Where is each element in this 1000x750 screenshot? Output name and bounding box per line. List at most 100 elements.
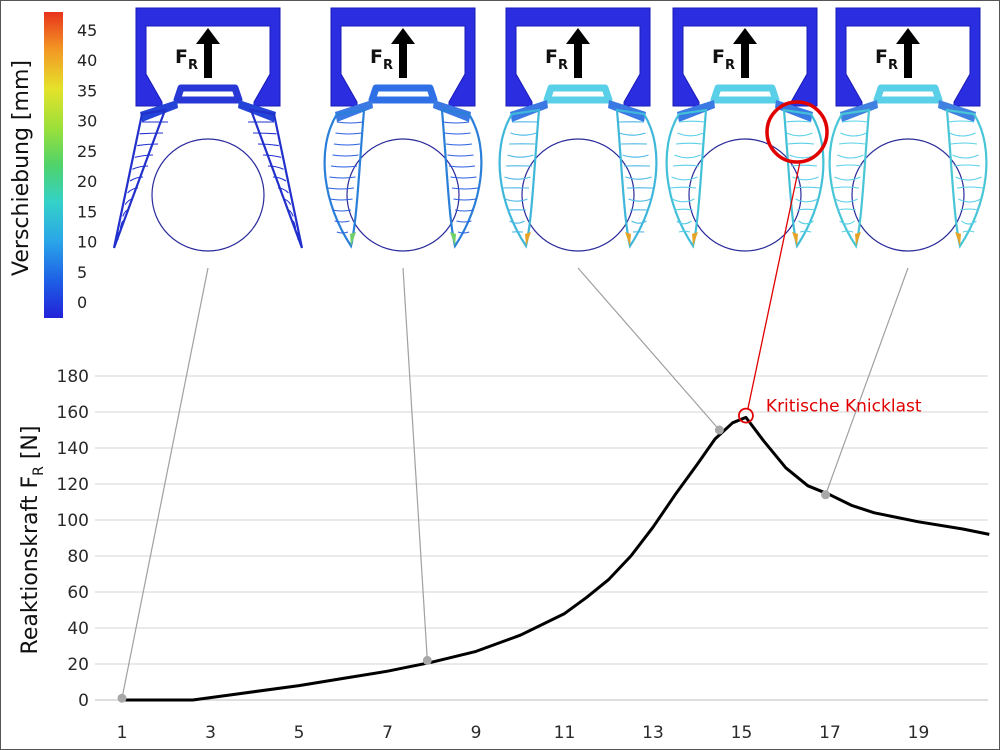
finger-tip: [350, 232, 356, 246]
curve-marker: [422, 655, 432, 665]
finger-rib: [947, 120, 975, 123]
x-tick-label: 7: [382, 723, 393, 743]
finger-rib: [329, 176, 356, 179]
finger-rib: [958, 198, 982, 203]
connector-line: [825, 267, 909, 496]
finger-rib: [137, 143, 159, 147]
x-tick-label: 13: [642, 723, 664, 743]
curve-marker: [821, 490, 831, 500]
finger-rib: [332, 209, 352, 212]
finger-rib: [834, 198, 858, 203]
finger-rib: [953, 164, 981, 167]
x-tick-label: 1: [117, 723, 128, 743]
finger-rib: [675, 142, 703, 145]
finger-rib: [671, 176, 698, 181]
x-tick-label: 9: [471, 723, 482, 743]
finger-rib: [841, 120, 869, 123]
finger-rib: [445, 143, 473, 146]
finger-tip: [625, 232, 631, 246]
finger-rib: [678, 230, 691, 233]
finger-rib: [124, 198, 134, 205]
force-arrow-icon: [566, 28, 590, 78]
colorbar-tick-label: 30: [77, 112, 97, 131]
y-tick-label: 0: [78, 691, 89, 711]
finger-rib: [510, 132, 537, 136]
snapshot-panel: FR: [112, 7, 304, 252]
force-arrow-icon: [196, 28, 220, 78]
contact-bar: [873, 84, 943, 104]
snapshot-panel: FR: [665, 7, 825, 252]
buckling-highlight: [765, 100, 829, 164]
finger-rib: [262, 154, 282, 158]
colorbar-tick-label: 45: [77, 21, 97, 40]
finger-rib: [287, 209, 294, 217]
finger-rib: [631, 220, 647, 224]
finger-rib: [267, 165, 284, 170]
colorbar-ticks: 0 5 10 15 20 25 30 35 40 45: [77, 21, 97, 312]
finger: [498, 108, 541, 249]
force-arrow-icon: [391, 28, 415, 78]
gridlines: [95, 375, 988, 701]
force-label: FR: [875, 46, 898, 73]
contact-bar: [173, 84, 243, 104]
finger-rib: [949, 132, 976, 137]
finger-rib: [119, 220, 124, 229]
finger-rib: [127, 187, 139, 194]
finger-rib: [257, 143, 279, 147]
series-line: [122, 415, 990, 702]
finger-rib: [132, 165, 149, 170]
finger-rib: [669, 186, 697, 189]
y-axis-label: Reaktionskraft FR [N]: [18, 426, 47, 655]
finger-rib: [676, 220, 692, 225]
snapshot-panel: FR: [498, 7, 658, 252]
snapshot-panel: FR: [323, 7, 483, 252]
finger-rib: [272, 176, 287, 182]
x-tick-label: 11: [554, 723, 576, 743]
finger-rib: [832, 186, 860, 189]
finger-rib: [786, 132, 813, 137]
y-tick-label: 40: [67, 619, 89, 639]
finger-tip: [450, 232, 456, 246]
finger-rib: [838, 142, 866, 145]
y-tick-label: 80: [67, 547, 89, 567]
y-tick-label: 140: [57, 439, 89, 459]
connector-line: [402, 267, 428, 661]
finger-rib: [625, 176, 652, 180]
finger: [249, 108, 304, 249]
finger-rib: [504, 198, 528, 202]
finger-rib: [619, 132, 646, 136]
y-tick-label: 160: [57, 403, 89, 423]
finger-rib: [835, 164, 863, 167]
curve-marker: [117, 693, 127, 703]
colorbar-tick-label: 40: [77, 51, 97, 70]
force-label: FR: [545, 46, 568, 73]
finger-rib: [454, 209, 474, 212]
finger-rib: [129, 176, 144, 182]
force-arrow-icon: [733, 28, 757, 78]
finger-rib: [122, 209, 129, 217]
finger-rib: [799, 230, 812, 233]
grasped-object: [851, 138, 965, 252]
finger-rib: [622, 154, 649, 158]
grasped-object: [521, 138, 635, 252]
finger-rib: [333, 143, 361, 146]
finger-rib: [282, 198, 292, 205]
finger-rib: [507, 154, 534, 158]
finger-rib: [787, 142, 815, 145]
finger-rib: [677, 132, 704, 137]
finger-rib: [841, 230, 854, 233]
finger-rib: [962, 230, 975, 233]
finger-rib: [950, 142, 978, 145]
force-label: FR: [175, 46, 198, 73]
critical-connector-line: [747, 161, 801, 409]
finger-rib: [798, 220, 814, 225]
finger-rib: [792, 176, 819, 181]
finger-rib: [447, 154, 474, 157]
finger-rib: [674, 208, 694, 211]
finger-rib: [457, 231, 470, 234]
finger-rib: [628, 198, 652, 202]
force-label: FR: [370, 46, 393, 73]
y-tick-label: 100: [57, 511, 89, 531]
